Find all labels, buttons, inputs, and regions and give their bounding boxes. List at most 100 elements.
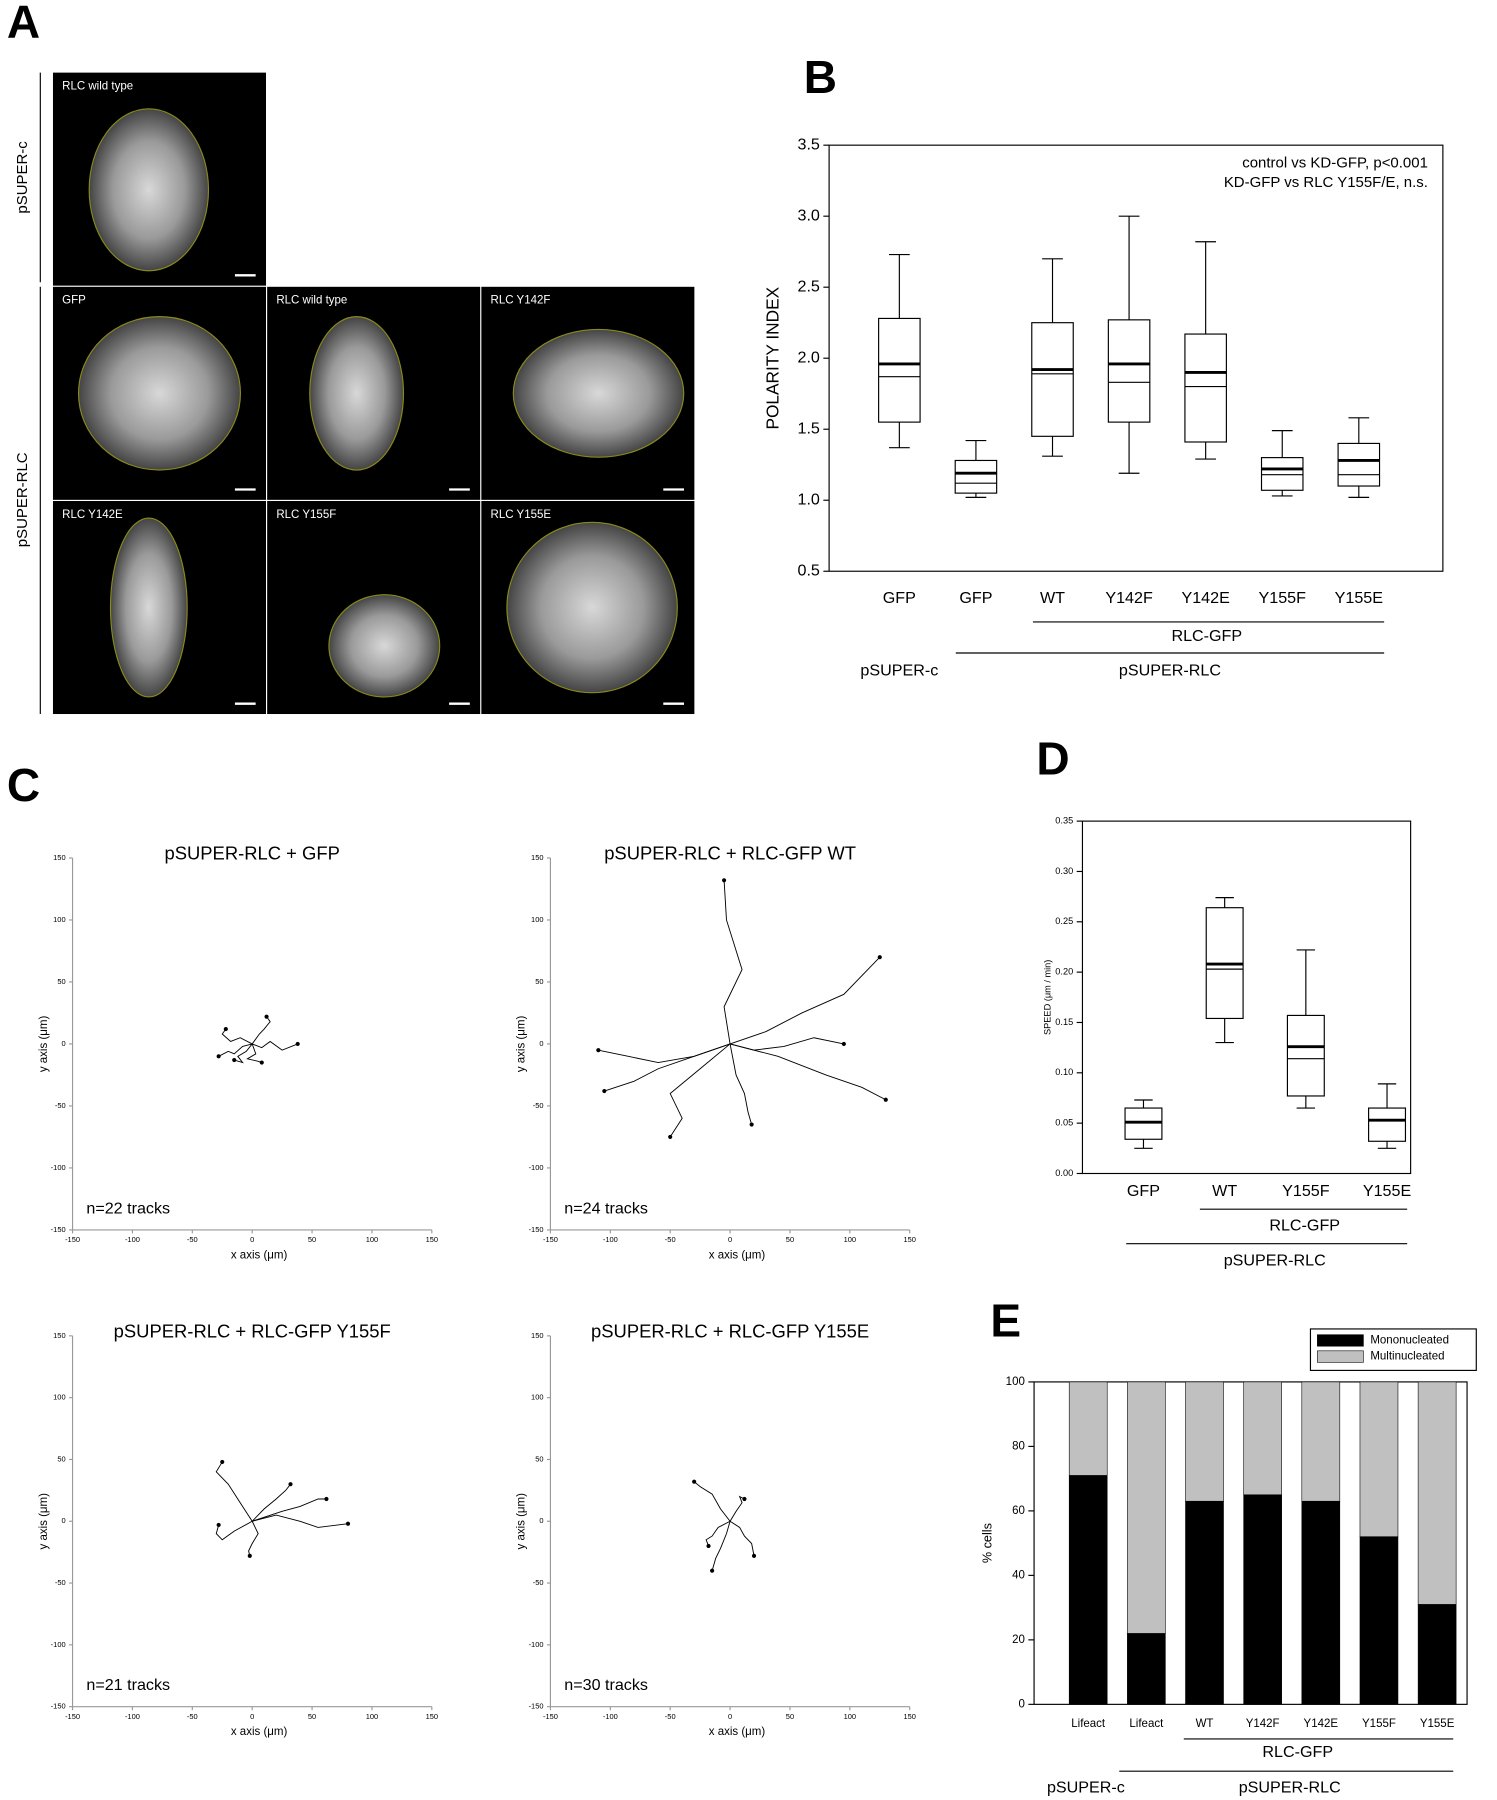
cell	[88, 108, 210, 272]
track-end	[247, 1553, 252, 1558]
panel-letter: B	[804, 51, 837, 103]
bar	[1068, 1381, 1108, 1476]
track-end	[742, 1496, 747, 1502]
y-tick-label: -100	[51, 1163, 66, 1172]
y-tick-label: 1.5	[797, 419, 819, 437]
y-axis-label: POLARITY INDEX	[762, 286, 782, 429]
group-label: RLC-GFP	[1262, 1743, 1333, 1761]
bar	[1127, 1633, 1166, 1705]
x-tick-label: GFP	[959, 589, 992, 607]
track	[246, 1043, 262, 1063]
x-tick-label: 100	[844, 1235, 856, 1244]
row-label: pSUPER-c	[14, 141, 31, 214]
image-label: RLC Y142E	[62, 509, 123, 521]
bar	[1243, 1494, 1282, 1705]
track-end	[324, 1496, 329, 1502]
legend-label: Mononucleated	[1370, 1335, 1449, 1347]
annotation: n=30 tracks	[564, 1676, 648, 1694]
y-tick-label: -50	[55, 1578, 66, 1587]
group-label: RLC-GFP	[1269, 1217, 1340, 1235]
y-tick-label: 20	[1012, 1634, 1025, 1646]
x-tick-label: Y155F	[1362, 1718, 1396, 1730]
y-axis-label: % cells	[980, 1523, 994, 1563]
track	[251, 1483, 291, 1522]
track-end	[216, 1522, 221, 1528]
cell	[77, 316, 242, 471]
annotation: n=22 tracks	[86, 1199, 170, 1217]
x-tick-label: 50	[308, 1712, 316, 1721]
image-label: GFP	[62, 295, 86, 307]
x-tick-label: -50	[665, 1235, 676, 1244]
bar	[1417, 1604, 1457, 1705]
y-tick-label: 0.30	[1055, 866, 1073, 876]
cell	[506, 521, 678, 694]
y-tick-label: -50	[55, 1101, 66, 1110]
y-tick-label: 40	[1012, 1569, 1025, 1581]
y-tick-label: 150	[53, 1331, 65, 1340]
bar	[1068, 1475, 1108, 1705]
x-tick-label: -50	[187, 1712, 198, 1721]
bar	[1359, 1536, 1399, 1705]
track-end	[749, 1122, 754, 1127]
y-tick-label: 2.0	[797, 348, 819, 366]
y-tick-label: 3.5	[797, 135, 819, 153]
x-tick-label: -50	[187, 1235, 198, 1244]
y-tick-label: 150	[531, 1331, 543, 1340]
image-label: RLC Y155F	[276, 509, 336, 521]
legend-swatch	[1317, 1334, 1364, 1347]
group-label: pSUPER-c	[1047, 1779, 1125, 1797]
annotation: control vs KD-GFP, p<0.001	[1242, 155, 1428, 172]
cell	[309, 316, 405, 471]
x-tick-label: 50	[786, 1712, 794, 1721]
track-end	[288, 1482, 293, 1487]
y-tick-label: 100	[531, 1393, 543, 1402]
box	[1260, 457, 1304, 491]
y-tick-label: -150	[529, 1225, 544, 1234]
image-label: RLC Y142F	[491, 295, 551, 307]
x-tick-label: Lifeact	[1129, 1718, 1164, 1730]
group-label: RLC-GFP	[1171, 627, 1242, 645]
box	[1184, 333, 1227, 443]
cell	[512, 328, 685, 458]
track-end	[232, 1057, 237, 1063]
chart-title: pSUPER-RLC + GFP	[164, 842, 339, 863]
y-tick-label: 0	[539, 1039, 543, 1048]
y-tick-label: 0.15	[1055, 1017, 1073, 1027]
x-tick-label: 50	[308, 1235, 316, 1244]
cell	[328, 594, 441, 698]
box	[1337, 442, 1381, 487]
y-tick-label: 100	[53, 1393, 65, 1402]
x-tick-label: Y155E	[1420, 1718, 1455, 1730]
x-tick-label: -150	[543, 1235, 558, 1244]
x-tick-label: 150	[426, 1235, 438, 1244]
y-tick-label: 60	[1012, 1505, 1025, 1517]
bar	[1359, 1381, 1399, 1537]
track	[729, 1043, 886, 1101]
track-end	[668, 1134, 673, 1140]
chart-title: pSUPER-RLC + RLC-GFP Y155E	[591, 1320, 869, 1341]
y-tick-label: 150	[53, 853, 65, 862]
track	[705, 1520, 731, 1547]
image-label: RLC wild type	[62, 80, 133, 92]
x-tick-label: WT	[1212, 1182, 1237, 1200]
x-tick-label: Y142E	[1181, 589, 1230, 607]
track-end	[264, 1014, 269, 1019]
track	[604, 1043, 731, 1092]
bar	[1301, 1500, 1341, 1705]
track	[248, 1521, 259, 1556]
y-tick-label: 3.0	[797, 206, 819, 224]
track-end	[220, 1459, 225, 1465]
panel-letter: E	[990, 1295, 1021, 1347]
x-tick-label: -100	[603, 1712, 618, 1721]
x-tick-label: -150	[65, 1235, 80, 1244]
track	[215, 1461, 253, 1522]
y-tick-label: 1.0	[797, 490, 819, 508]
x-tick-label: GFP	[883, 589, 916, 607]
x-tick-label: Y142F	[1246, 1718, 1280, 1730]
y-tick-label: 0	[539, 1516, 543, 1525]
track-end	[692, 1479, 697, 1484]
y-tick-label: -100	[529, 1163, 544, 1172]
x-tick-label: Lifeact	[1071, 1718, 1106, 1730]
cell	[109, 517, 188, 698]
track	[252, 1040, 298, 1051]
